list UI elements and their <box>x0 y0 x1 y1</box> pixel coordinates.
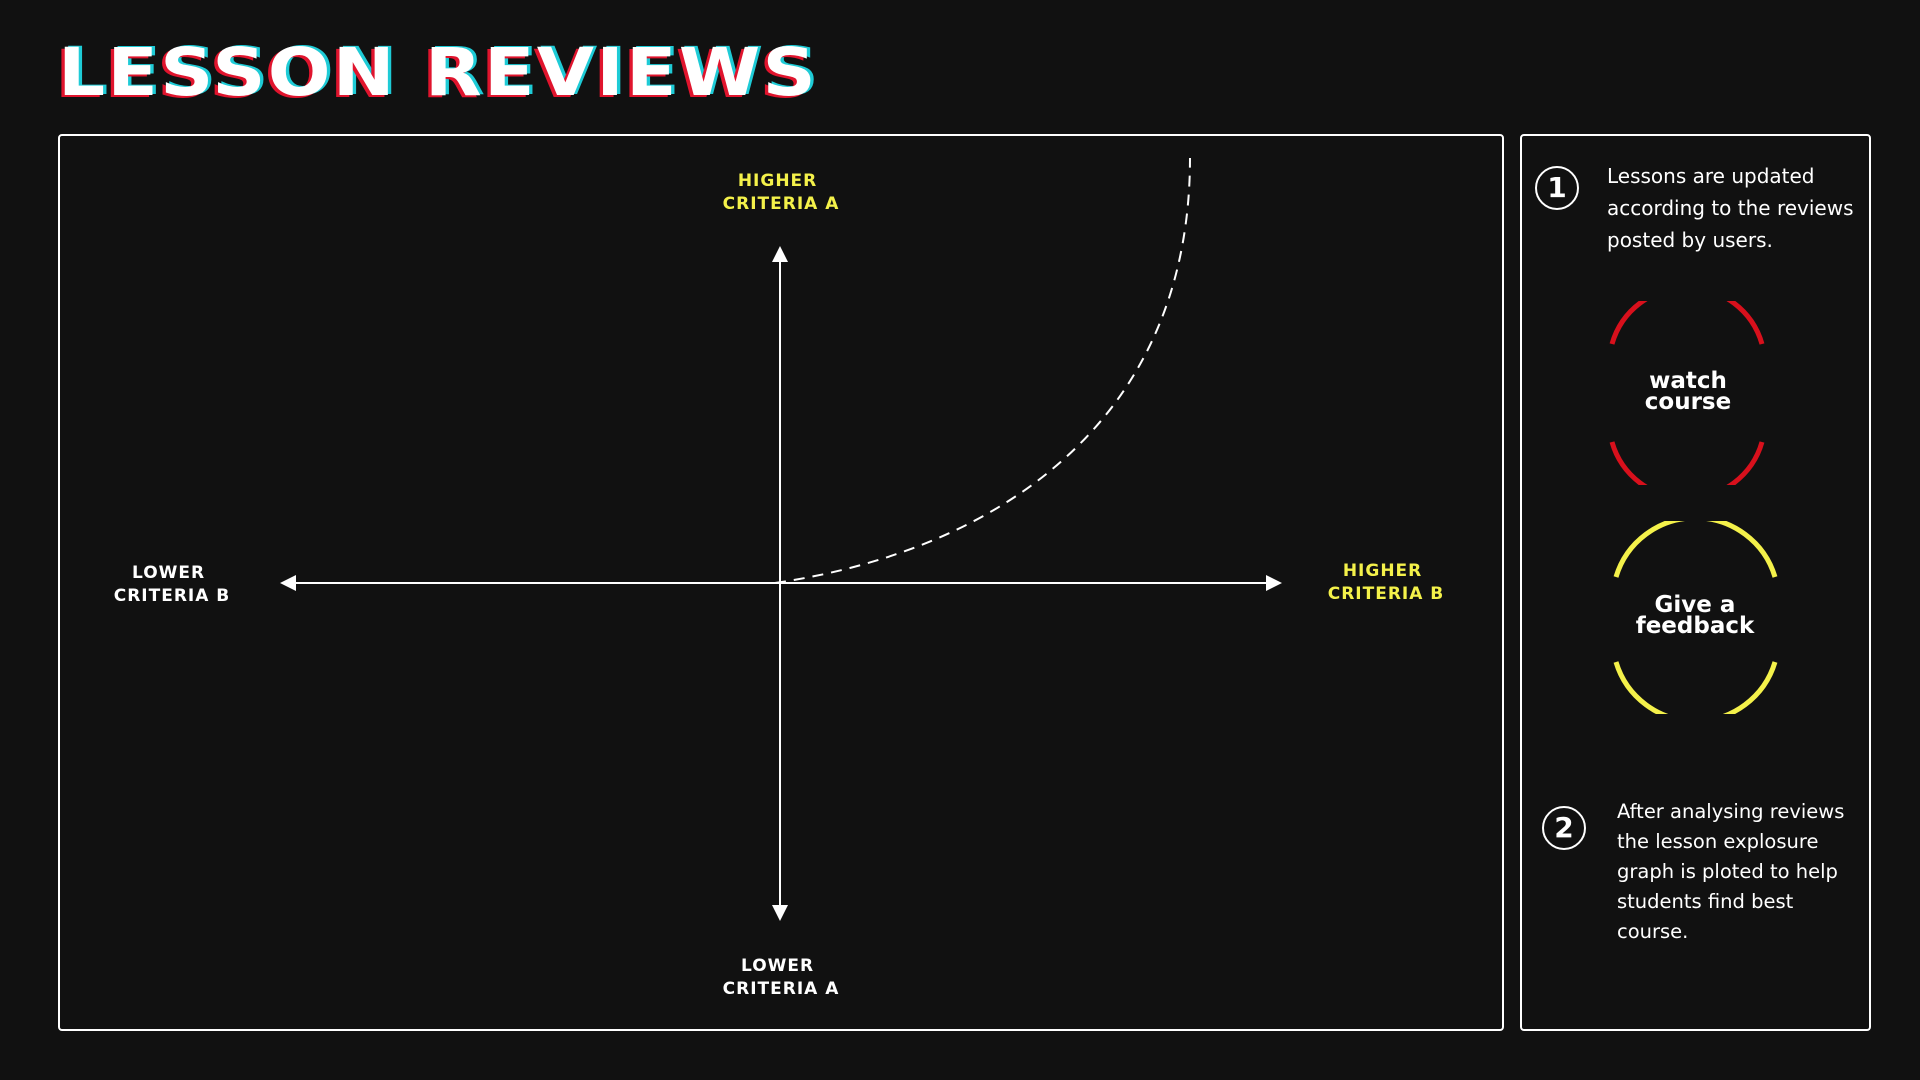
step-1-text: Lessons are updated according to the rev… <box>1607 164 1854 252</box>
watch-course-label-line2: course <box>1644 389 1732 415</box>
top-axis-label-line2: CRITERIA A <box>723 194 840 214</box>
right-axis-label: HIGHER CRITERIA B <box>1328 561 1445 604</box>
give-feedback-label: Give a feedback <box>1610 592 1780 639</box>
arrow-up-icon <box>772 246 788 262</box>
step-1-number-badge: 1 <box>1535 166 1579 210</box>
step-2-number-badge: 2 <box>1542 806 1586 850</box>
watch-course-button[interactable]: watch course <box>1608 301 1768 485</box>
info-panel <box>1520 134 1871 1031</box>
give-feedback-label-line1: Give a <box>1654 592 1736 618</box>
arrow-down-icon <box>772 905 788 921</box>
step-2-text: After analysing reviews the lesson explo… <box>1617 800 1845 943</box>
watch-course-label: watch course <box>1608 368 1768 415</box>
bottom-axis-label: LOWER CRITERIA A <box>723 956 840 999</box>
trend-curve <box>774 157 1191 584</box>
give-feedback-label-line2: feedback <box>1635 613 1755 639</box>
arrow-right-icon <box>1266 575 1282 591</box>
give-feedback-button[interactable]: Give a feedback <box>1610 521 1780 714</box>
top-axis-label-line1: HIGHER <box>738 171 817 191</box>
right-axis-label-line1: HIGHER <box>1343 561 1422 581</box>
page-title: LESSON REVIEWS <box>58 34 818 111</box>
bottom-axis-label-line1: LOWER <box>741 956 814 976</box>
right-axis-label-line2: CRITERIA B <box>1328 584 1445 604</box>
arrow-left-icon <box>280 575 296 591</box>
top-axis-label: HIGHER CRITERIA A <box>723 171 840 214</box>
bottom-axis-label-line2: CRITERIA A <box>723 979 840 999</box>
watch-course-ring-icon <box>1609 301 1765 485</box>
watch-course-label-line1: watch <box>1649 368 1727 394</box>
left-axis-label-line1: LOWER <box>132 563 205 583</box>
give-feedback-ring-icon <box>1613 521 1778 714</box>
left-axis-label-line2: CRITERIA B <box>114 586 231 606</box>
diagram-panel <box>58 134 1504 1031</box>
left-axis-label: LOWER CRITERIA B <box>114 563 231 606</box>
